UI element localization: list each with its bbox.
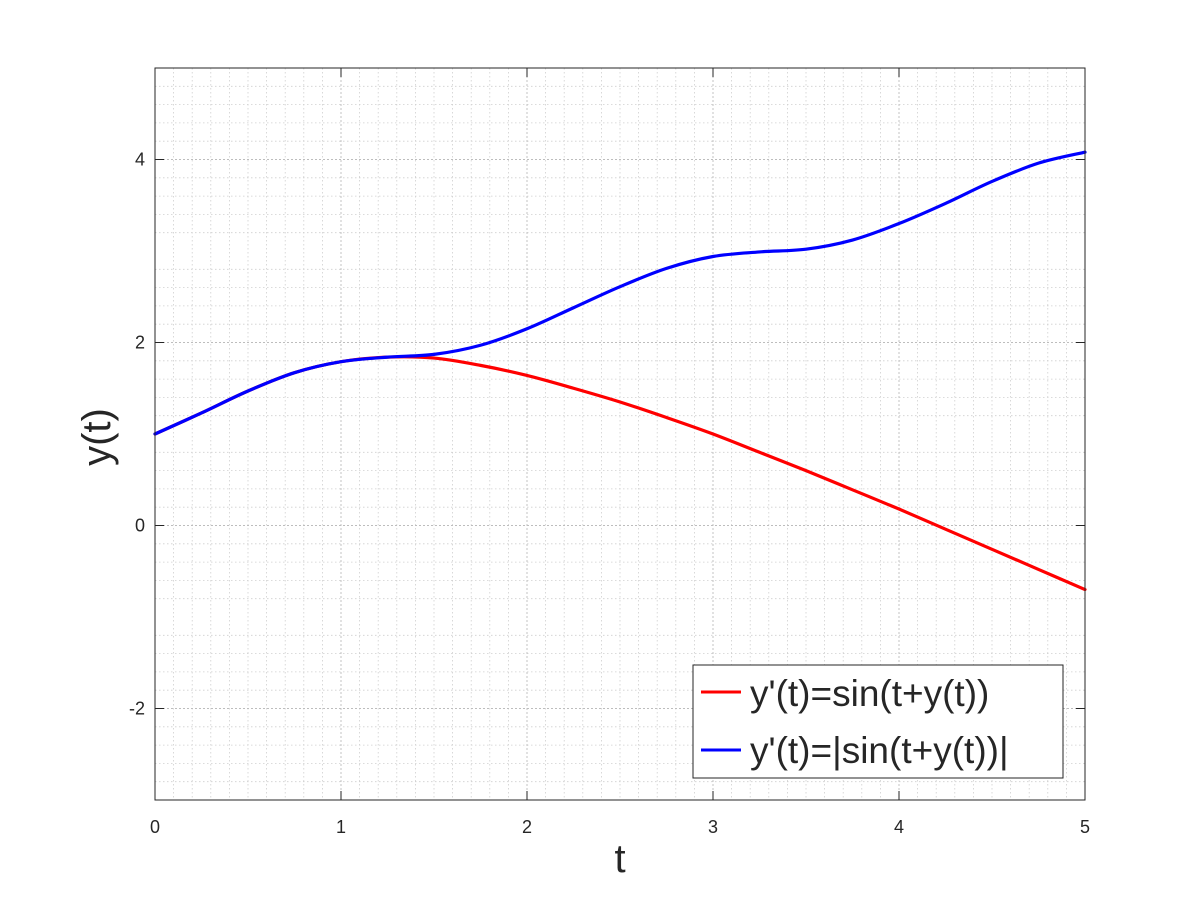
x-axis-label: t [614, 837, 625, 881]
x-tick-label: 1 [336, 817, 346, 837]
x-tick-label: 2 [522, 817, 532, 837]
y-tick-labels: -2 0 2 4 [129, 150, 145, 719]
x-tick-labels: 0 1 2 3 4 5 [150, 817, 1090, 837]
y-tick-label: 2 [135, 333, 145, 353]
legend-label-series-1: y'(t)=sin(t+y(t)) [750, 673, 989, 714]
legend-label-series-2: y'(t)=|sin(t+y(t))| [750, 730, 1009, 771]
x-tick-label: 5 [1080, 817, 1090, 837]
y-tick-label: 0 [135, 516, 145, 536]
legend: y'(t)=sin(t+y(t)) y'(t)=|sin(t+y(t))| [692, 664, 1064, 779]
legend-box [692, 664, 1064, 779]
x-tick-label: 3 [708, 817, 718, 837]
series-line-2 [153, 150, 1087, 436]
y-tick-label: -2 [129, 699, 145, 719]
x-tick-label: 0 [150, 817, 160, 837]
x-tick-label: 4 [894, 817, 904, 837]
y-tick-label: 4 [135, 150, 145, 170]
series-layer [153, 150, 1087, 592]
y-axis-label: y(t) [75, 408, 119, 466]
axes-box [154, 67, 1086, 801]
